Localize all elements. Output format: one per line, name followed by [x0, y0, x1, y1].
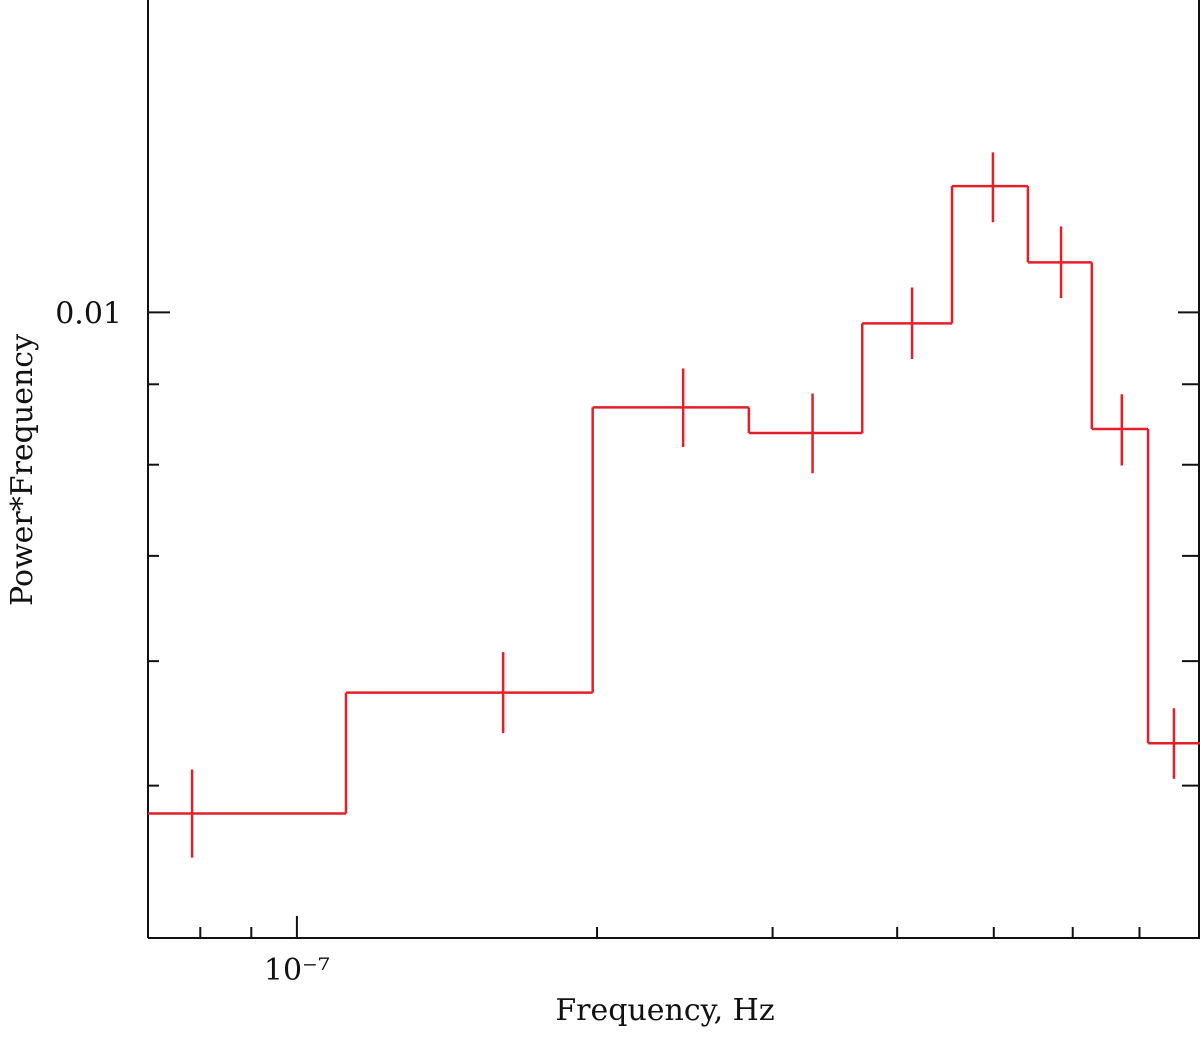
y-axis-label: Power*Frequency: [5, 334, 40, 606]
x-axis-label: Frequency, Hz: [555, 993, 774, 1028]
y-tick-label: 0.01: [55, 296, 122, 331]
x-tick-label: 10⁻⁷: [264, 953, 330, 988]
